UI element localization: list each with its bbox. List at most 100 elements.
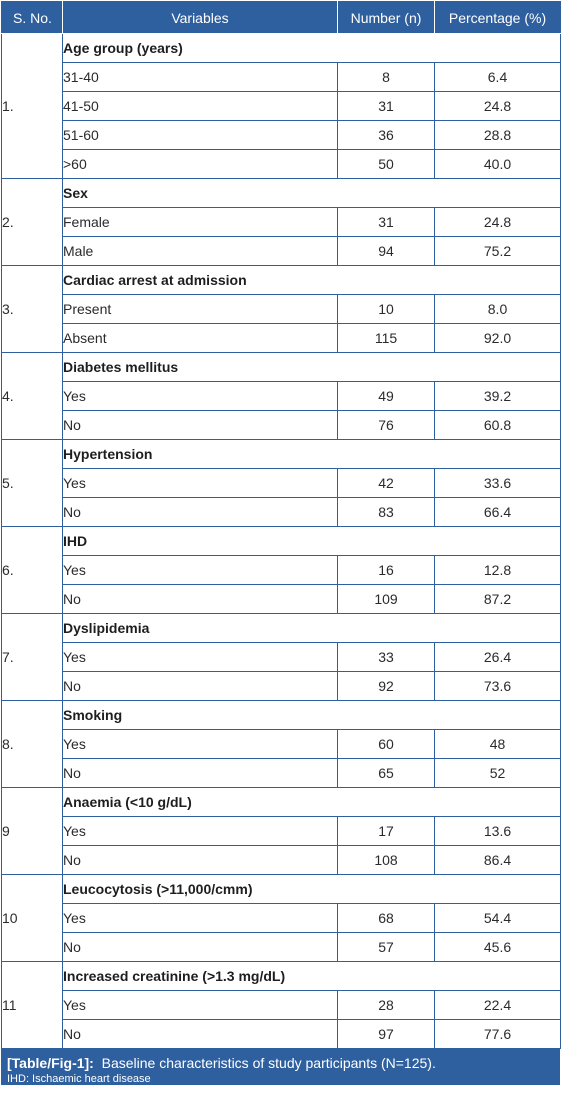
variable-label-cell: 41-50 <box>62 91 338 121</box>
variable-label-cell: 51-60 <box>62 120 338 150</box>
percentage-cell: 73.6 <box>434 671 561 701</box>
percentage-cell: 54.4 <box>434 903 561 933</box>
percentage-cell: 60.8 <box>434 410 561 440</box>
number-cell: 33 <box>337 642 435 672</box>
percentage-cell: 45.6 <box>434 932 561 962</box>
serial-number-cell: 1. <box>1 33 63 179</box>
percentage-cell: 39.2 <box>434 381 561 411</box>
number-cell: 109 <box>337 584 435 614</box>
group-header-row: 8. Smoking <box>1 700 561 788</box>
table-row: Absent 115 92.0 <box>2 323 561 353</box>
percentage-cell: 77.6 <box>434 1019 561 1049</box>
percentage-cell: 8.0 <box>434 294 561 324</box>
baseline-characteristics-table: S. No. Variables Number (n) Percentage (… <box>1 1 561 1049</box>
percentage-cell: 28.8 <box>434 120 561 150</box>
table-row: 51-60 36 28.8 <box>2 120 561 150</box>
table-caption: [Table/Fig-1]: Baseline characteristics … <box>1 1049 560 1085</box>
variable-label-cell: Yes <box>62 642 338 672</box>
caption-text: Baseline characteristics of study partic… <box>101 1055 436 1071</box>
table-row: Male 94 75.2 <box>2 236 561 266</box>
variable-label-cell: Present <box>62 294 338 324</box>
number-cell: 76 <box>337 410 435 440</box>
variable-label-cell: No <box>62 758 338 788</box>
group-header-row: 6. IHD <box>1 526 561 614</box>
table-row: No 92 73.6 <box>2 671 561 701</box>
percentage-cell: 66.4 <box>434 497 561 527</box>
percentage-cell: 13.6 <box>434 816 561 846</box>
number-cell: 92 <box>337 671 435 701</box>
serial-number-cell: 3. <box>1 265 63 353</box>
group-title: Dyslipidemia <box>62 613 561 643</box>
variable-label-cell: Yes <box>62 816 338 846</box>
variable-label-cell: Yes <box>62 381 338 411</box>
number-cell: 50 <box>337 149 435 179</box>
group-header-row: 9 Anaemia (<10 g/dL) <box>1 787 561 875</box>
serial-number-cell: 8. <box>1 700 63 788</box>
table-row: No 109 87.2 <box>2 584 561 614</box>
percentage-cell: 92.0 <box>434 323 561 353</box>
table-row: Yes 60 48 <box>2 729 561 759</box>
serial-number-cell: 11 <box>1 961 63 1049</box>
group-header-row: 7. Dyslipidemia <box>1 613 561 701</box>
percentage-cell: 22.4 <box>434 990 561 1020</box>
table-body: 1. Age group (years) 31-40 8 6.4 41-50 31 24.8 5… <box>1 33 561 1049</box>
group-header-row: 3. Cardiac arrest at admission <box>1 265 561 353</box>
group-title: Leucocytosis (>11,000/cmm) <box>62 874 561 904</box>
number-cell: 49 <box>337 381 435 411</box>
table-row: No 65 52 <box>2 758 561 788</box>
table-row: No 97 77.6 <box>2 1019 561 1049</box>
table-row: Yes 49 39.2 <box>2 381 561 411</box>
variable-label-cell: Yes <box>62 903 338 933</box>
number-cell: 97 <box>337 1019 435 1049</box>
group-title: Hypertension <box>62 439 561 469</box>
number-cell: 28 <box>337 990 435 1020</box>
percentage-cell: 40.0 <box>434 149 561 179</box>
number-cell: 108 <box>337 845 435 875</box>
variable-label-cell: Female <box>62 207 338 237</box>
table-row: >60 50 40.0 <box>2 149 561 179</box>
number-cell: 31 <box>337 91 435 121</box>
group-header-row: 2. Sex <box>1 178 561 266</box>
caption-note: IHD: Ischaemic heart disease <box>7 1073 151 1085</box>
percentage-cell: 48 <box>434 729 561 759</box>
serial-number-cell: 6. <box>1 526 63 614</box>
table-row: Yes 28 22.4 <box>2 990 561 1020</box>
variable-label-cell: Male <box>62 236 338 266</box>
percentage-cell: 24.8 <box>434 207 561 237</box>
table-row: No 83 66.4 <box>2 497 561 527</box>
variable-label-cell: No <box>62 584 338 614</box>
table-row: Female 31 24.8 <box>2 207 561 237</box>
serial-number-cell: 5. <box>1 439 63 527</box>
group-title: Diabetes mellitus <box>62 352 561 382</box>
table-row: 31-40 8 6.4 <box>2 62 561 92</box>
table-row: Yes 17 13.6 <box>2 816 561 846</box>
variable-label-cell: No <box>62 497 338 527</box>
caption-tag: [Table/Fig-1]: <box>7 1055 94 1071</box>
number-cell: 60 <box>337 729 435 759</box>
table-row: 41-50 31 24.8 <box>2 91 561 121</box>
group-header-row: 4. Diabetes mellitus <box>1 352 561 440</box>
group-title: Smoking <box>62 700 561 730</box>
percentage-cell: 33.6 <box>434 468 561 498</box>
variable-label-cell: Yes <box>62 729 338 759</box>
header-variables: Variables <box>62 1 338 34</box>
variable-label-cell: No <box>62 671 338 701</box>
variable-label-cell: Absent <box>62 323 338 353</box>
header-number: Number (n) <box>337 1 435 34</box>
table-row: Yes 16 12.8 <box>2 555 561 585</box>
number-cell: 36 <box>337 120 435 150</box>
table-row: No 108 86.4 <box>2 845 561 875</box>
number-cell: 65 <box>337 758 435 788</box>
variable-label-cell: Yes <box>62 990 338 1020</box>
number-cell: 83 <box>337 497 435 527</box>
number-cell: 8 <box>337 62 435 92</box>
percentage-cell: 26.4 <box>434 642 561 672</box>
variable-label-cell: No <box>62 410 338 440</box>
table-header-row: S. No. Variables Number (n) Percentage (… <box>1 1 561 34</box>
number-cell: 57 <box>337 932 435 962</box>
percentage-cell: 52 <box>434 758 561 788</box>
percentage-cell: 87.2 <box>434 584 561 614</box>
serial-number-cell: 4. <box>1 352 63 440</box>
group-title: Age group (years) <box>62 33 561 63</box>
